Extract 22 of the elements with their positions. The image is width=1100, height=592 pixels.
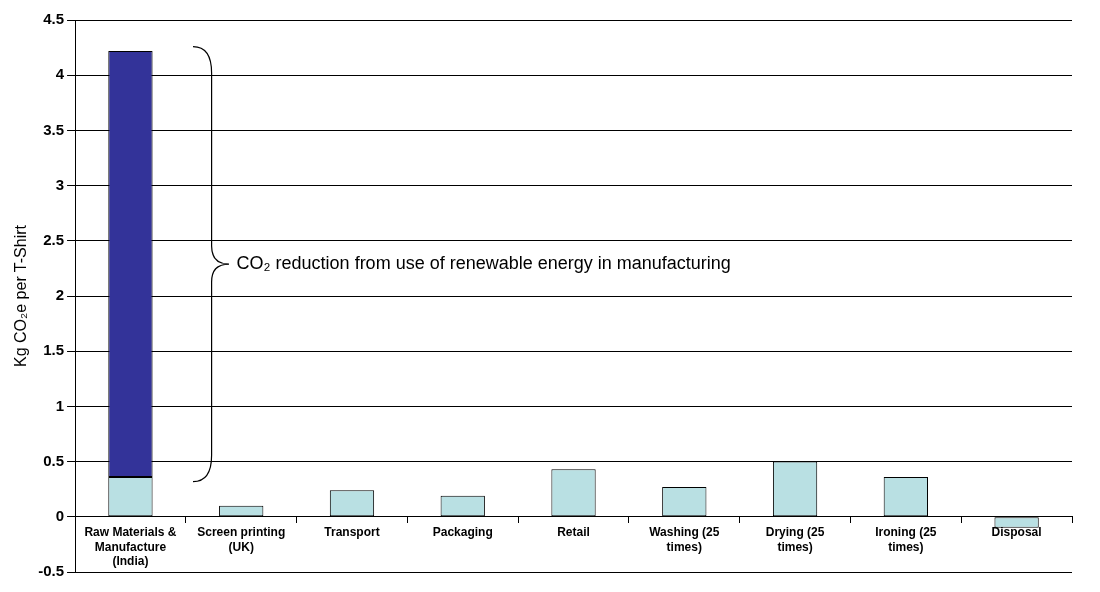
x-tick-label: Packaging (432, 525, 493, 540)
x-tick-label: Screen printing (UK) (197, 525, 286, 554)
x-tick-label: Raw Materials & Manufacture (India) (84, 525, 177, 569)
y-tick-label: 0.5 (43, 451, 65, 469)
y-tick-label: 1 (55, 396, 65, 414)
x-tick-label: Washing (25 times) (649, 525, 720, 554)
x-tick-label: Ironing (25 times) (875, 525, 937, 554)
y-axis-title: Kg CO₂e per T-Shirt (12, 224, 30, 367)
y-tick-label: -0.5 (38, 562, 65, 580)
y-tick-label: 2 (55, 286, 65, 304)
y-tick-label: 1.5 (43, 341, 65, 359)
y-tick-label: 4.5 (43, 10, 65, 28)
x-tick-label: Retail (557, 525, 590, 540)
x-tick-label: Drying (25 times) (765, 525, 825, 554)
y-tick-label: 4 (55, 65, 65, 83)
x-tick-label: Transport (324, 525, 380, 540)
y-tick-label: 3 (55, 175, 65, 193)
y-tick-label: 2.5 (43, 230, 65, 248)
y-tick-label: 0 (55, 506, 65, 524)
x-tick-label: Disposal (991, 525, 1042, 540)
annotation: CO₂ reduction from use of renewable energy in manufacturing (236, 252, 731, 273)
y-tick-label: 3.5 (43, 120, 65, 138)
